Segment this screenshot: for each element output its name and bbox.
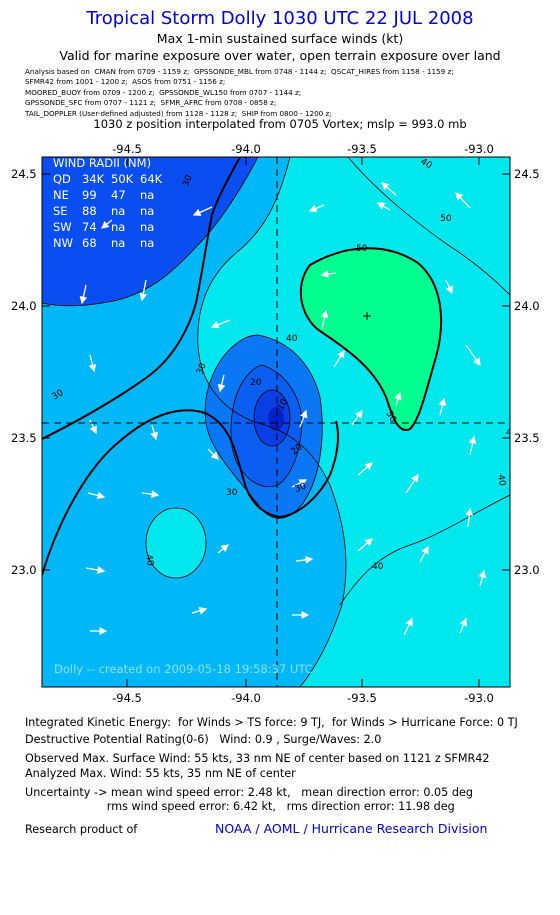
radii-value: 74 bbox=[82, 220, 97, 234]
x-tick-bottom: -94.5 bbox=[112, 691, 142, 705]
radii-quadrant: SW bbox=[53, 220, 72, 234]
research-product-label: Research product of bbox=[25, 823, 138, 836]
org-credit-link[interactable]: NOAA / AOML / Hurricane Research Divisio… bbox=[215, 821, 488, 836]
analyzed-max-line: Analyzed Max. Wind: 55 kts, 35 nm NE of … bbox=[25, 767, 296, 780]
contour-label: 50 bbox=[356, 244, 368, 254]
contour-label: 50 bbox=[440, 214, 452, 224]
contour-50-bold bbox=[299, 247, 443, 432]
contour-label: 40 bbox=[372, 562, 384, 572]
contour-34-bold bbox=[42, 157, 241, 440]
contour-label: 30 bbox=[226, 488, 238, 498]
dpr-line: Destructive Potential Rating(0-6) Wind: … bbox=[25, 733, 382, 746]
contour-label: 40 bbox=[506, 428, 518, 438]
contour-34-bold-south bbox=[42, 409, 339, 576]
position-line: 1030 z position interpolated from 0705 V… bbox=[93, 117, 467, 131]
source-line: TAIL_DOPPLER (User-defined adjusted) fro… bbox=[25, 108, 332, 118]
radii-value: na bbox=[111, 204, 125, 218]
y-tick-left: 24.0 bbox=[11, 299, 37, 313]
created-stamp: Dolly -- created on 2009-05-18 19:58:37 … bbox=[54, 662, 313, 676]
storm-core bbox=[268, 407, 284, 431]
x-tick-bottom: -93.0 bbox=[464, 691, 494, 705]
x-tick-bottom: -94.0 bbox=[231, 691, 261, 705]
source-line: Analysis based on CMAN from 0709 - 1159 … bbox=[25, 67, 454, 76]
radii-value: 68 bbox=[82, 236, 97, 250]
max-wind-marker bbox=[363, 312, 371, 320]
radii-quadrant: NW bbox=[53, 236, 73, 250]
contour-30-inner bbox=[204, 334, 323, 519]
y-tick-right: 23.0 bbox=[514, 563, 540, 577]
ike-line: Integrated Kinetic Energy: for Winds > T… bbox=[25, 716, 518, 729]
contour-label: 40 bbox=[286, 334, 298, 344]
page-title: Tropical Storm Dolly 1030 UTC 22 JUL 200… bbox=[86, 8, 474, 29]
radii-quadrant: NE bbox=[53, 188, 69, 202]
map-frame bbox=[41, 156, 511, 688]
uncertainty-line-2: rms wind speed error: 6.42 kt, rms direc… bbox=[25, 800, 455, 813]
wind-radii-table: WIND RADII (NM) QD 34K 50K 64K NE 99 47 … bbox=[53, 156, 163, 250]
wind-radii-title: WIND RADII (NM) bbox=[53, 156, 151, 170]
radii-header-quadrant: QD bbox=[53, 172, 71, 186]
contour-label: 40 bbox=[495, 474, 507, 487]
source-line: SFMR42 from 1001 - 1200 z; ASOS from 075… bbox=[25, 77, 226, 87]
frame-ticks bbox=[42, 157, 510, 687]
subtitle-validity: Valid for marine exposure over water, op… bbox=[59, 48, 501, 63]
analysis-sources: Analysis based on CMAN from 0709 - 1159 … bbox=[25, 67, 454, 119]
contour-label: 20 bbox=[250, 378, 262, 388]
contour-40-se bbox=[339, 494, 510, 606]
radii-header-50k: 50K bbox=[111, 172, 134, 186]
radii-value: 99 bbox=[82, 188, 97, 202]
band-above-50-kt bbox=[300, 248, 442, 431]
uncertainty-line-1: Uncertainty -> mean wind speed error: 2.… bbox=[25, 786, 473, 799]
contour-label: 30 bbox=[195, 362, 208, 376]
y-tick-left: 23.5 bbox=[11, 431, 37, 445]
band-below-30-kt bbox=[42, 157, 258, 306]
contour-labels: 50 40 30 30 30 30 40 40 40 40 40 50 50 2… bbox=[51, 157, 518, 572]
contour-10 bbox=[253, 389, 291, 447]
radii-value: na bbox=[140, 220, 154, 234]
radii-header-34k: 34K bbox=[82, 172, 105, 186]
source-line: MOORED_BUOY from 0709 - 1200 z; GPSSONDE… bbox=[25, 87, 302, 97]
wind-vectors bbox=[79, 182, 487, 636]
radii-value: 88 bbox=[82, 204, 97, 218]
radii-value: 47 bbox=[111, 188, 126, 202]
x-tick-top: -93.5 bbox=[347, 142, 377, 156]
contour-20 bbox=[230, 364, 303, 487]
source-line: GPSSONDE_SFC from 0707 - 1121 z; SFMR_AF… bbox=[25, 98, 277, 108]
x-tick-bottom: -93.5 bbox=[347, 691, 377, 705]
x-tick-top: -94.5 bbox=[112, 142, 142, 156]
subtitle-units: Max 1-min sustained surface winds (kt) bbox=[156, 31, 404, 46]
wind-analysis-map: 50 40 30 30 30 30 40 40 40 40 40 50 50 2… bbox=[41, 156, 518, 688]
radii-value: na bbox=[111, 236, 125, 250]
contour-label: 30 bbox=[181, 174, 194, 188]
contour-30 bbox=[42, 157, 259, 307]
observed-max-line: Observed Max. Surface Wind: 55 kts, 33 n… bbox=[25, 752, 490, 765]
radii-value: na bbox=[111, 220, 125, 234]
x-tick-top: -94.0 bbox=[231, 142, 261, 156]
radii-value: na bbox=[140, 188, 154, 202]
y-tick-right: 24.5 bbox=[514, 167, 540, 181]
contour-40-ne bbox=[347, 157, 510, 296]
x-tick-top: -93.0 bbox=[464, 142, 494, 156]
radii-header-64k: 64K bbox=[140, 172, 163, 186]
contour-40-west bbox=[145, 507, 207, 579]
y-tick-right: 24.0 bbox=[514, 299, 540, 313]
band-40-50-kt-west bbox=[146, 508, 206, 578]
radii-value: na bbox=[140, 236, 154, 250]
radii-value: na bbox=[140, 204, 154, 218]
y-tick-right: 23.5 bbox=[514, 431, 540, 445]
y-tick-left: 23.0 bbox=[11, 563, 37, 577]
radii-quadrant: SE bbox=[53, 204, 68, 218]
y-tick-left: 24.5 bbox=[11, 167, 37, 181]
contour-label: 30 bbox=[294, 481, 308, 494]
contour-label: 40 bbox=[143, 554, 155, 567]
